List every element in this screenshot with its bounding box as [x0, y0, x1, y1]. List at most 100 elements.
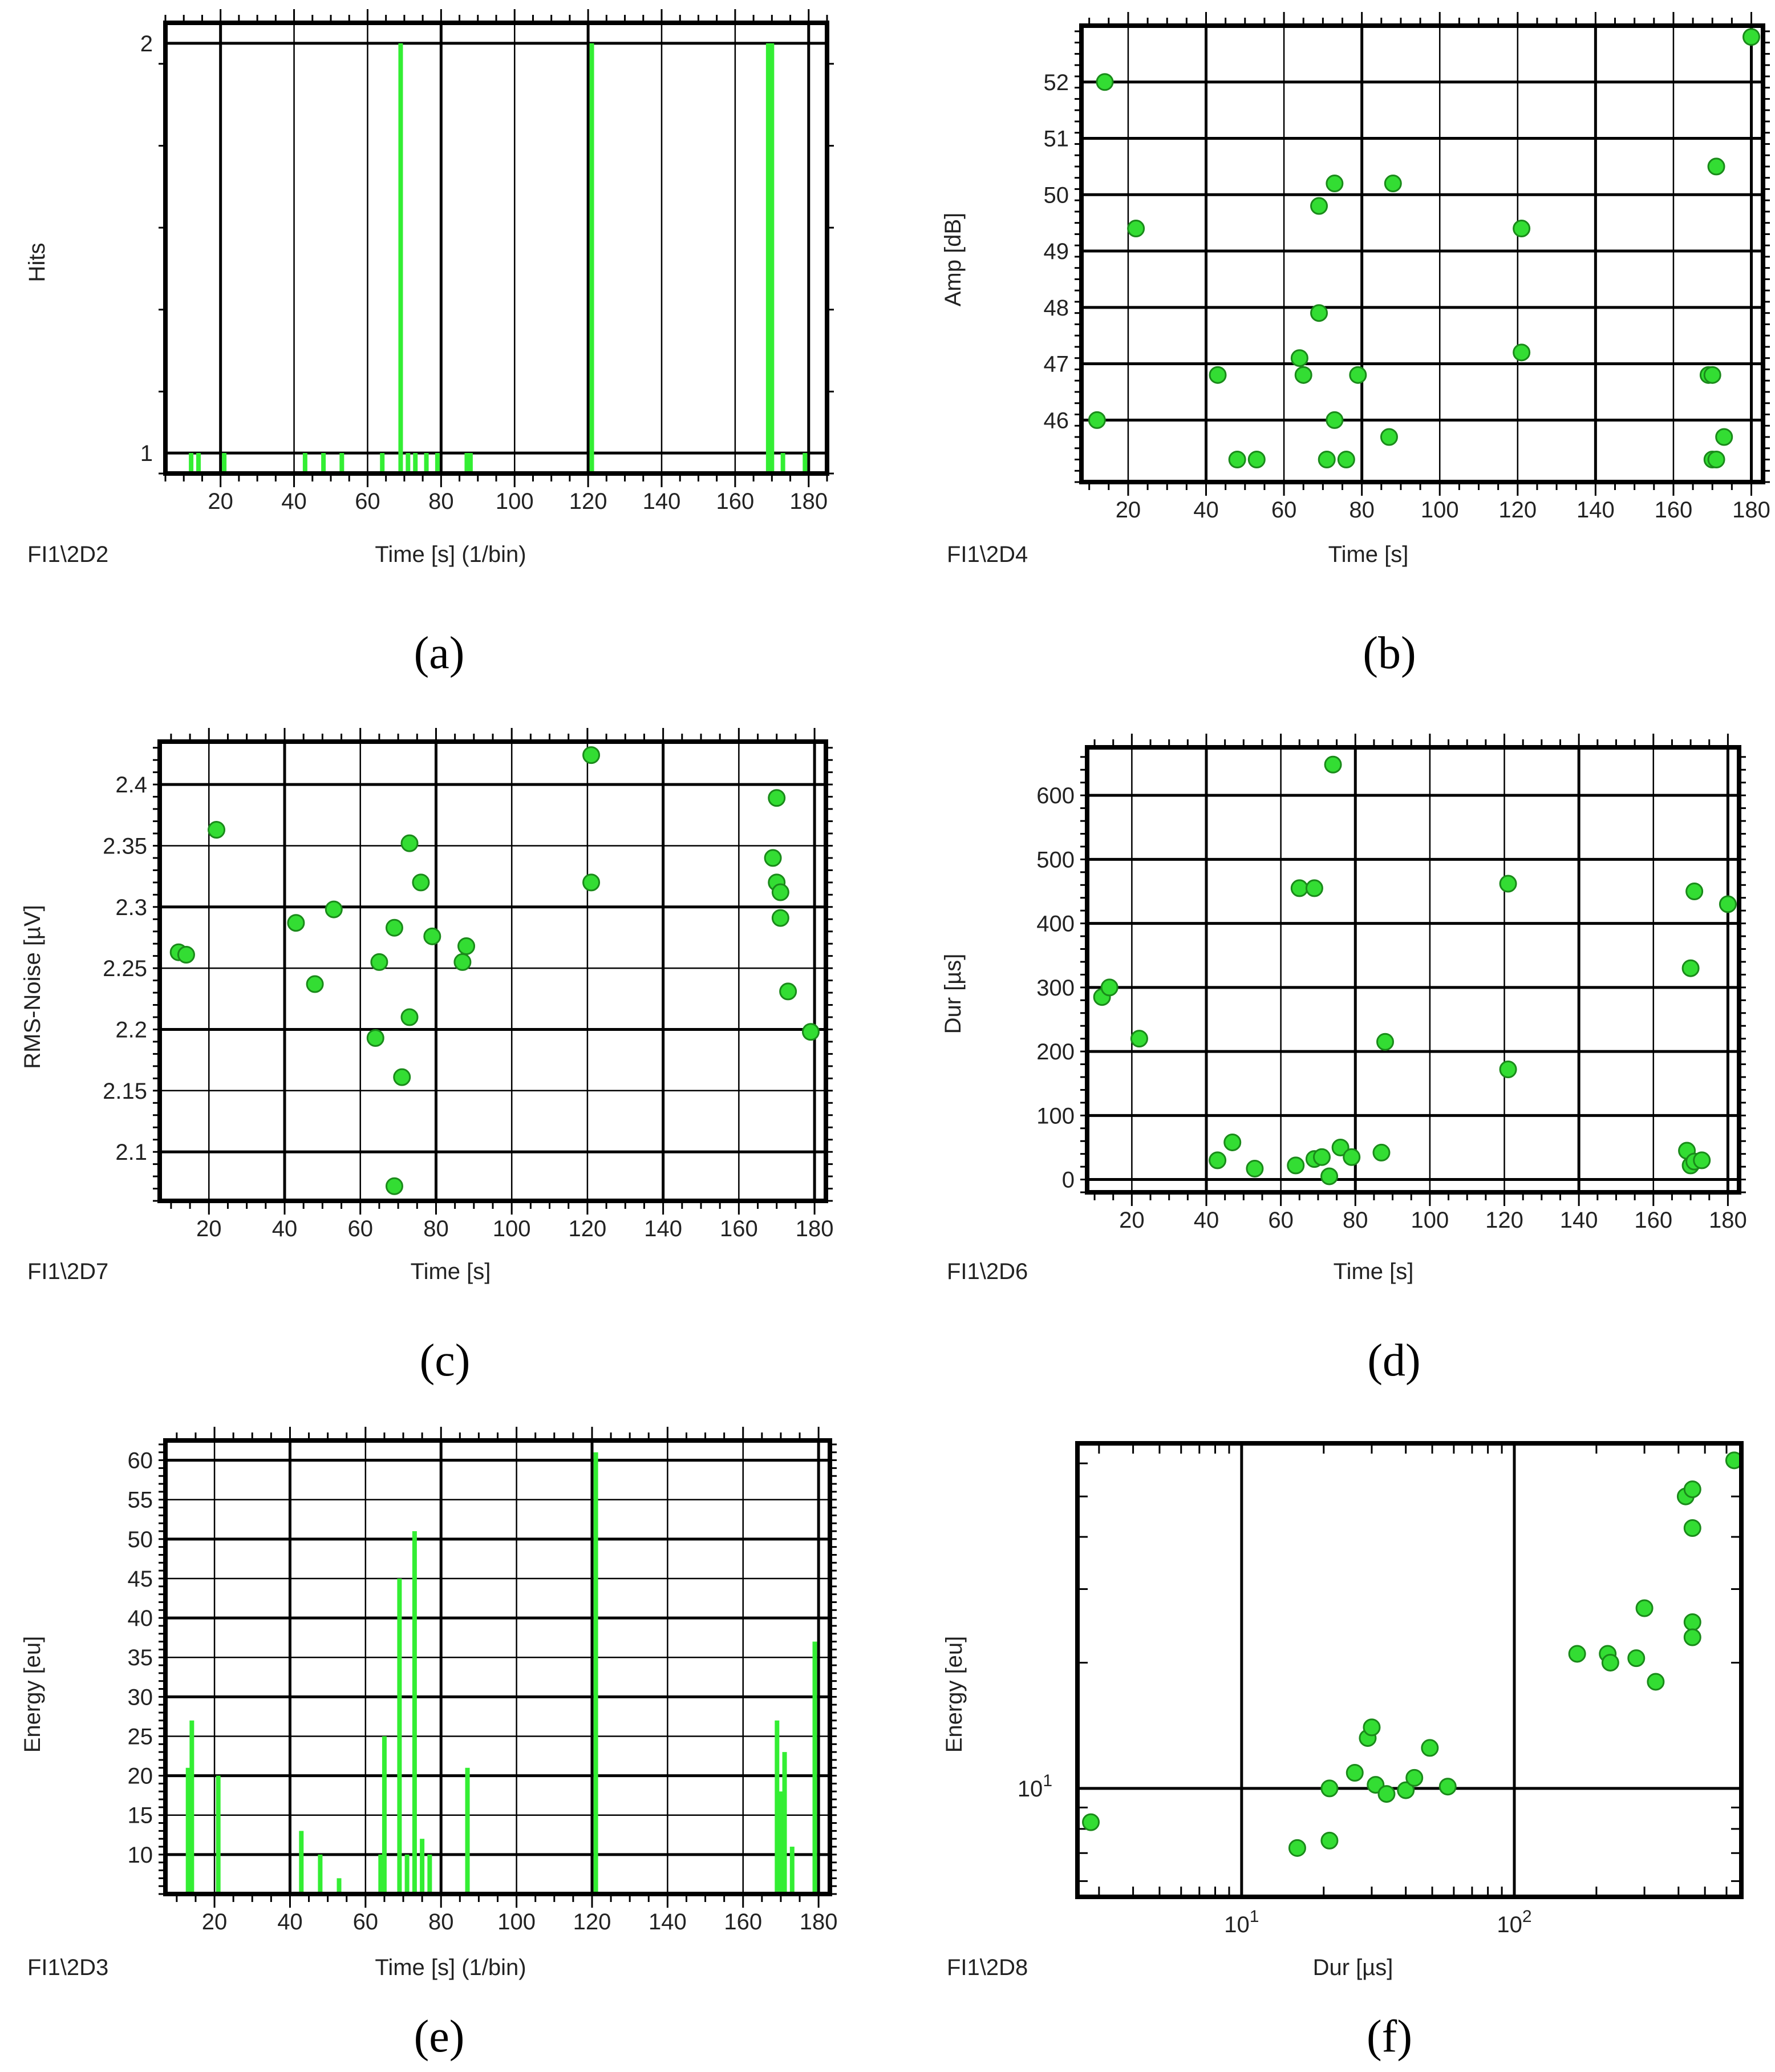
- chart-d-point-2: [1130, 1030, 1148, 1048]
- chart-a-ylabel: Hits: [25, 243, 50, 282]
- chart-d-svg: 20 40 60 80 100 120 140 160 180 0 100 200 300 400 500 6…: [941, 734, 1747, 1284]
- chart-e-xtick-label: 60: [353, 1909, 379, 1935]
- chart-b-point-17: [1513, 220, 1531, 238]
- chart-d-point-18: [1499, 1061, 1517, 1079]
- chart-b-point-12: [1326, 175, 1344, 193]
- chart-b-point-23: [1707, 157, 1725, 176]
- chart-d-xtick-label: 100: [1411, 1208, 1449, 1233]
- chart-c-point-13: [412, 873, 430, 892]
- chart-e-ytick-label: 60: [128, 1448, 153, 1474]
- chart-c-point-6: [366, 1029, 384, 1047]
- chart-f-point-20: [1683, 1480, 1701, 1499]
- chart-d-point-24: [1693, 1151, 1711, 1169]
- chart-b-ytick-label: 51: [1044, 127, 1069, 152]
- chart-e-bar-10: [412, 1531, 417, 1894]
- chart-c-xtick-label: 120: [569, 1216, 607, 1241]
- chart-e-ytick-label: 45: [128, 1567, 153, 1592]
- chart-d-point-16: [1376, 1033, 1395, 1051]
- chart-e-bar-11: [420, 1839, 425, 1894]
- chart-e-bar-3: [299, 1831, 304, 1894]
- chart-e-bar-7: [382, 1736, 387, 1894]
- chart-a-xtick-label: 80: [428, 489, 454, 514]
- chart-c: 20 40 60 80 100 120 140 160 180 2.1 2.15 2.2 2.25 2.3…: [0, 702, 888, 1306]
- chart-e-ytick-label: 55: [128, 1488, 153, 1513]
- chart-e-bar-4: [318, 1854, 323, 1894]
- chart-a-ytick-label: 2: [140, 31, 153, 56]
- chart-a-bar-17: [780, 453, 785, 474]
- chart-f-ytick-label: 101: [1018, 1771, 1052, 1802]
- chart-b-xtick-label: 40: [1193, 497, 1219, 523]
- chart-f-point-18: [1647, 1673, 1665, 1691]
- chart-a-xtick-label: 60: [355, 489, 380, 514]
- chart-b-ytick-label: 50: [1044, 183, 1069, 208]
- chart-c-plot: 20 40 60 80 100 120 140 160 180 2.1 2.15 2.2 2.25 2.3…: [103, 728, 833, 1241]
- chart-a-bar-9: [413, 453, 418, 474]
- chart-f-point-17: [1635, 1599, 1654, 1617]
- chart-c-panel-id: FI1\2D7: [27, 1259, 108, 1284]
- chart-e-bar-16: [778, 1791, 783, 1894]
- chart-e-ytick-label: 50: [128, 1527, 153, 1552]
- chart-f-frame: [1075, 1441, 1744, 1899]
- chart-c-xlabel: Time [s]: [411, 1259, 491, 1284]
- chart-f-svg: 101 102 101 Energy [eu] Dur [µs] FI1\2D8: [942, 1441, 1744, 1980]
- chart-d-point-17: [1499, 875, 1517, 893]
- chart-a-plot: 20 40 60 80 100 120 140 160 180 1 2: [140, 9, 834, 514]
- chart-c-ytick-label: 2.15: [103, 1079, 147, 1104]
- chart-c-frame: [157, 739, 828, 1203]
- chart-e-xlabel: Time [s] (1/bin): [375, 1955, 526, 1980]
- chart-e: 20 40 60 80 100 120 140 160 180 10 15 20 25 30 35 40 45 5…: [0, 1403, 888, 2002]
- chart-c-point-17: [582, 746, 601, 764]
- chart-a-bar-18: [803, 453, 808, 474]
- chart-f-xlabel: Dur [µs]: [1313, 1955, 1393, 1980]
- chart-a-bar-5: [339, 453, 345, 474]
- chart-c-point-19: [764, 849, 782, 867]
- chart-d-xlabel: Time [s]: [1334, 1259, 1414, 1284]
- chart-c-point-14: [423, 927, 441, 945]
- chart-b-point-8: [1310, 197, 1328, 215]
- chart-e-xtick-label: 40: [277, 1909, 303, 1935]
- chart-d-point-25: [1719, 895, 1737, 913]
- chart-b-xtick-label: 140: [1577, 497, 1615, 523]
- chart-d-point-3: [1209, 1151, 1227, 1169]
- chart-a-xtick-label: 140: [643, 489, 681, 514]
- chart-b-point-10: [1318, 450, 1336, 468]
- chart-c-ytick-label: 2.3: [115, 895, 147, 920]
- chart-f-point-16: [1627, 1649, 1646, 1668]
- chart-a-bar-11: [435, 453, 440, 474]
- chart-a-bar-14: [589, 43, 594, 474]
- chart-b-point-6: [1290, 349, 1308, 367]
- chart-b-point-18: [1513, 343, 1531, 362]
- chart-e-ytick-label: 20: [128, 1764, 153, 1789]
- chart-e-ytick-label: 25: [128, 1724, 153, 1749]
- chart-e-xtick-label: 80: [428, 1909, 454, 1935]
- chart-f-point-23: [1683, 1628, 1701, 1646]
- chart-e-bar-13: [465, 1767, 470, 1894]
- chart-b-xtick-label: 60: [1271, 497, 1297, 523]
- chart-b-point-24: [1715, 428, 1733, 446]
- chart-d-ytick-label: 300: [1036, 976, 1075, 1001]
- chart-c-point-7: [370, 953, 388, 971]
- chart-a-ytick-label: 1: [140, 441, 153, 466]
- chart-b-point-0: [1088, 411, 1106, 429]
- chart-b-point-11: [1326, 411, 1344, 429]
- chart-d-point-20: [1681, 959, 1700, 977]
- chart-f-xtick-label: 102: [1497, 1907, 1531, 1937]
- chart-a-svg: 20 40 60 80 100 120 140 160 180 1 2 Hits Time [s] …: [25, 9, 834, 567]
- chart-f-point-2: [1320, 1831, 1339, 1850]
- chart-b-point-16: [1384, 175, 1402, 193]
- chart-e-ylabel: Energy [eu]: [20, 1636, 45, 1753]
- chart-d-point-13: [1331, 1138, 1350, 1156]
- chart-f-point-13: [1568, 1645, 1586, 1663]
- caption-d: (d): [1367, 1336, 1421, 1386]
- caption-f: (f): [1367, 2012, 1412, 2062]
- chart-f-point-3: [1320, 1779, 1339, 1798]
- chart-b-point-13: [1337, 450, 1355, 468]
- chart-d-xtick-label: 40: [1194, 1208, 1219, 1233]
- chart-e-xtick-label: 140: [649, 1909, 687, 1935]
- chart-e-xtick-label: 20: [202, 1909, 228, 1935]
- chart-e-ytick-label: 30: [128, 1685, 153, 1710]
- chart-b-point-25: [1742, 28, 1761, 46]
- chart-c-point-5: [325, 900, 343, 918]
- chart-c-point-15: [453, 953, 472, 971]
- chart-c-point-24: [779, 982, 797, 1001]
